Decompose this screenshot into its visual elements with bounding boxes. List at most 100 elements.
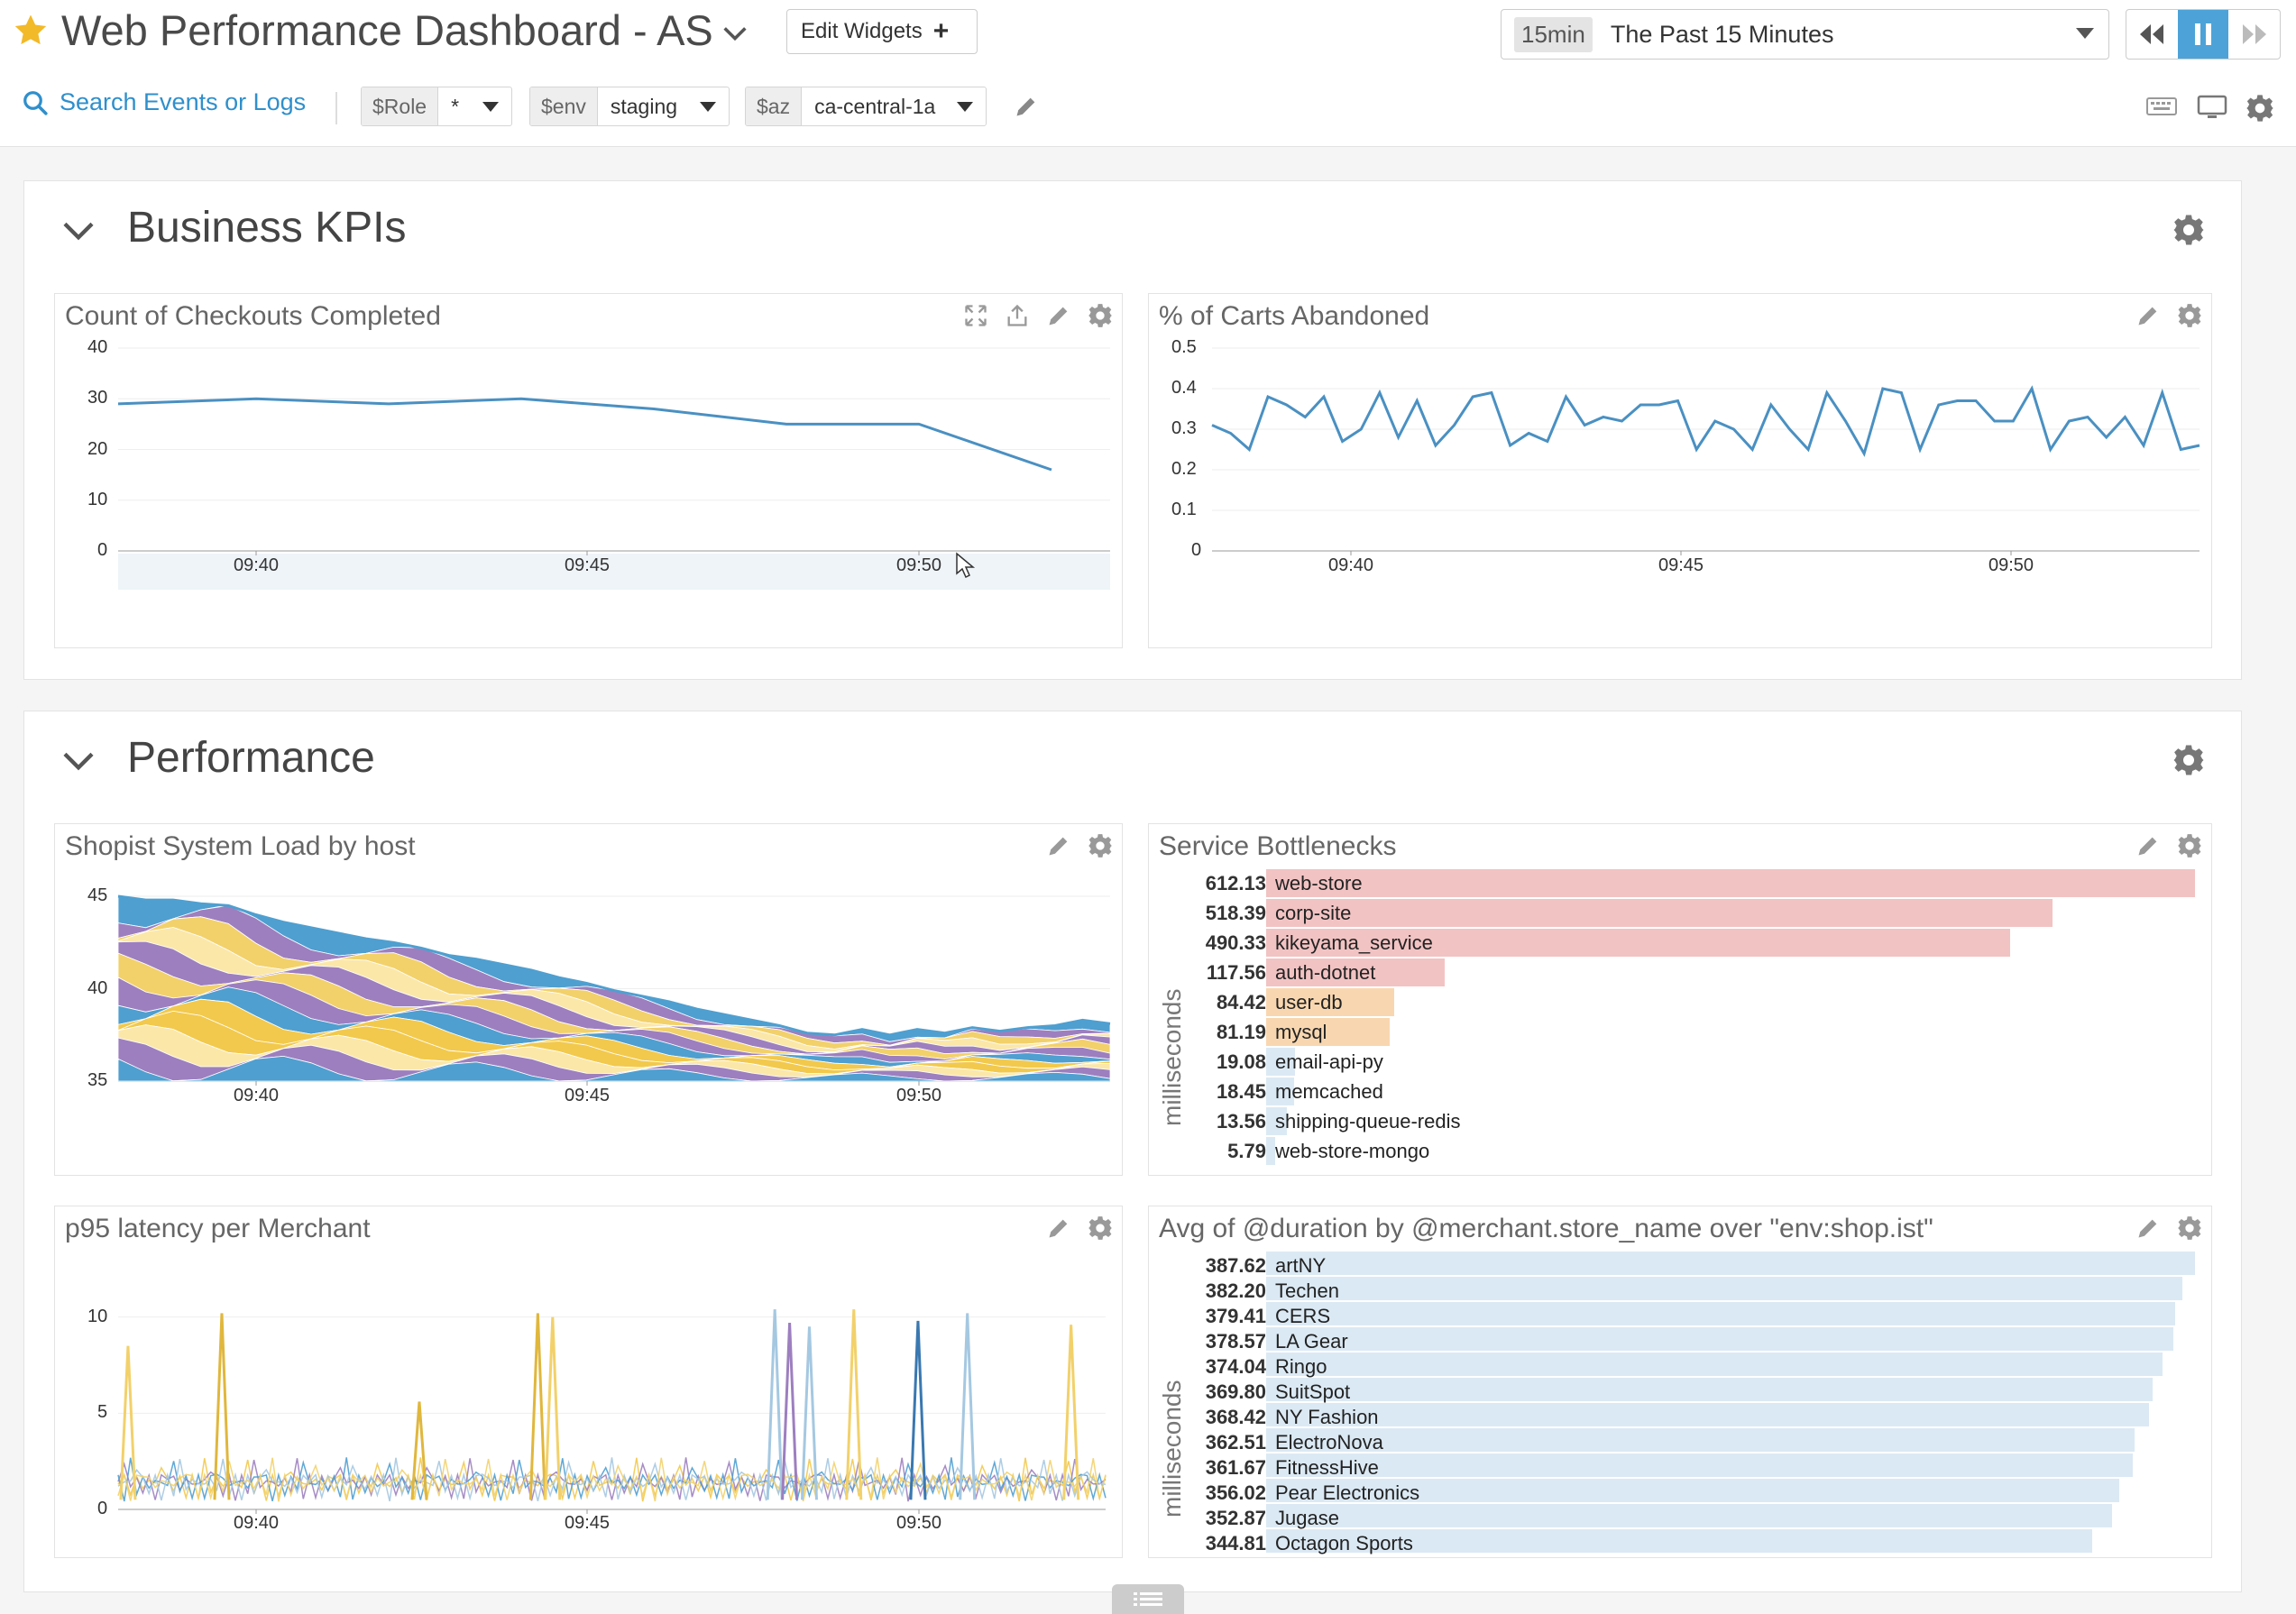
- collapse-chevron-icon[interactable]: [60, 742, 96, 778]
- gear-icon[interactable]: [2172, 214, 2205, 246]
- gear-icon[interactable]: [2177, 303, 2202, 328]
- caret-down-icon: [2076, 28, 2094, 39]
- toplist-bar[interactable]: [1266, 958, 1445, 986]
- widget-system-load[interactable]: Shopist System Load by host 45 40 35 09:40 0…: [54, 823, 1123, 1176]
- toplist-name: web-store: [1275, 872, 1363, 894]
- widget-actions: [963, 303, 1113, 328]
- pencil-icon[interactable]: [2135, 303, 2161, 328]
- pencil-icon[interactable]: [2135, 1215, 2161, 1241]
- x-tick-label: 09:45: [1658, 555, 1704, 575]
- widget-service-bottlenecks[interactable]: Service Bottlenecks milliseconds 612.13 w…: [1148, 823, 2212, 1176]
- toplist-bar[interactable]: [1266, 1078, 1295, 1105]
- toplist-bar[interactable]: [1266, 1428, 2135, 1452]
- toplist-bar[interactable]: [1266, 1252, 2195, 1275]
- widget-carts-abandoned[interactable]: % of Carts Abandoned 0.5 0.4 0.3 0.2 0.1 0 09:…: [1148, 293, 2212, 648]
- latency-spike: [544, 1316, 562, 1500]
- share-icon[interactable]: [1005, 303, 1030, 328]
- dashboard-title[interactable]: Web Performance Dashboard - AS: [61, 6, 713, 54]
- y-tick-label: 5: [97, 1402, 108, 1423]
- toplist-bar[interactable]: [1266, 1137, 1275, 1165]
- favorite-star-icon[interactable]: [13, 13, 49, 49]
- pencil-icon[interactable]: [1046, 1215, 1071, 1241]
- gear-icon[interactable]: [1088, 303, 1113, 328]
- latency-spike: [766, 1309, 784, 1500]
- toplist-value: 362.51: [1205, 1431, 1266, 1454]
- toplist-name: Jugase: [1275, 1507, 1339, 1529]
- toplist-value: 490.33: [1205, 931, 1266, 954]
- toplist-value: 361.67: [1205, 1456, 1266, 1479]
- toplist-bar[interactable]: [1266, 1378, 2153, 1401]
- toplist-bar[interactable]: [1266, 1277, 2182, 1300]
- toplist-name: SuitSpot: [1275, 1380, 1351, 1403]
- toplist-value: 81.19: [1216, 1021, 1266, 1043]
- keyboard-icon[interactable]: [2146, 94, 2177, 119]
- edit-widgets-button[interactable]: Edit Widgets +: [786, 9, 978, 54]
- time-range-selector[interactable]: 15min The Past 15 Minutes: [1501, 9, 2109, 60]
- toplist-bar[interactable]: [1266, 1504, 2112, 1527]
- toplist-bar[interactable]: [1266, 929, 2011, 957]
- latency-spike: [909, 1320, 927, 1500]
- mouse-cursor-icon: [956, 552, 976, 579]
- gear-icon[interactable]: [2177, 833, 2202, 858]
- gear-icon[interactable]: [2177, 1215, 2202, 1241]
- toplist-bar[interactable]: [1266, 1018, 1390, 1046]
- template-var-env[interactable]: $env staging: [529, 87, 730, 126]
- search-events-link[interactable]: Search Events or Logs: [22, 88, 306, 116]
- toplist-bar[interactable]: [1266, 899, 2053, 927]
- y-tick-label: 40: [87, 977, 108, 998]
- pencil-icon[interactable]: [2135, 833, 2161, 858]
- gear-icon[interactable]: [1088, 1215, 1113, 1241]
- toplist-bar[interactable]: [1266, 869, 2195, 897]
- toplist-bar[interactable]: [1266, 1353, 2163, 1376]
- toplist-bar[interactable]: [1266, 1479, 2120, 1502]
- series-line: [117, 1457, 1107, 1502]
- series-line: [117, 1457, 1107, 1502]
- widget-avg-duration[interactable]: Avg of @duration by @merchant.store_name…: [1148, 1206, 2212, 1558]
- widget-actions: [1046, 1215, 1113, 1241]
- chevron-down-icon[interactable]: [720, 18, 750, 49]
- toplist-bar[interactable]: [1266, 1403, 2149, 1426]
- fullscreen-icon[interactable]: [963, 303, 988, 328]
- toplist-bar[interactable]: [1266, 1529, 2093, 1553]
- y-tick-label: 0: [1191, 540, 1202, 560]
- gear-icon[interactable]: [2172, 744, 2205, 776]
- gear-icon[interactable]: [1088, 833, 1113, 858]
- edit-variables-pencil-icon[interactable]: [1014, 94, 1039, 119]
- template-var-az[interactable]: $az ca-central-1a: [745, 87, 987, 126]
- pause-icon: [2195, 23, 2211, 45]
- toplist-bar[interactable]: [1266, 1302, 2176, 1325]
- toplist-name: NY Fashion: [1275, 1406, 1379, 1428]
- widget-title: p95 latency per Merchant: [65, 1214, 371, 1243]
- template-var-value: staging: [610, 94, 678, 118]
- template-var-role[interactable]: $Role *: [361, 87, 512, 126]
- rewind-button[interactable]: [2126, 10, 2178, 59]
- toplist-name: corp-site: [1275, 902, 1352, 924]
- y-tick-label: 20: [87, 438, 108, 459]
- x-tick-label: 09:40: [1327, 555, 1374, 575]
- pencil-icon[interactable]: [1046, 833, 1071, 858]
- gear-icon[interactable]: [2245, 94, 2274, 123]
- tv-mode-icon[interactable]: [2197, 94, 2227, 121]
- toplist-bar[interactable]: [1266, 1327, 2173, 1351]
- toplist-bar[interactable]: [1266, 1048, 1296, 1076]
- group-title: Performance: [127, 734, 375, 782]
- pause-button[interactable]: [2177, 10, 2229, 59]
- pencil-icon[interactable]: [1046, 303, 1071, 328]
- fast-forward-button[interactable]: [2228, 10, 2280, 59]
- widget-list-toggle-button[interactable]: [1112, 1584, 1184, 1614]
- x-tick-label: 09:50: [1988, 555, 2034, 575]
- toplist-bar[interactable]: [1266, 988, 1395, 1016]
- x-tick-label: 09:50: [895, 1513, 942, 1533]
- widget-title: Avg of @duration by @merchant.store_name…: [1159, 1214, 1933, 1243]
- toplist-bar[interactable]: [1266, 1107, 1287, 1135]
- fast-forward-icon: [2242, 24, 2266, 44]
- latency-spike: [845, 1309, 863, 1500]
- y-tick-label: 40: [87, 337, 108, 357]
- template-var-value: *: [451, 94, 460, 118]
- widget-p95-latency[interactable]: p95 latency per Merchant 10 5 0 09:40 09:45 0…: [54, 1206, 1123, 1558]
- toplist-bar[interactable]: [1266, 1454, 2134, 1477]
- search-icon: [23, 90, 48, 115]
- collapse-chevron-icon[interactable]: [60, 212, 96, 248]
- template-var-key: $Role: [362, 87, 439, 125]
- widget-checkouts[interactable]: Count of Checkouts Completed 40 30 20 10 0 09…: [54, 293, 1123, 648]
